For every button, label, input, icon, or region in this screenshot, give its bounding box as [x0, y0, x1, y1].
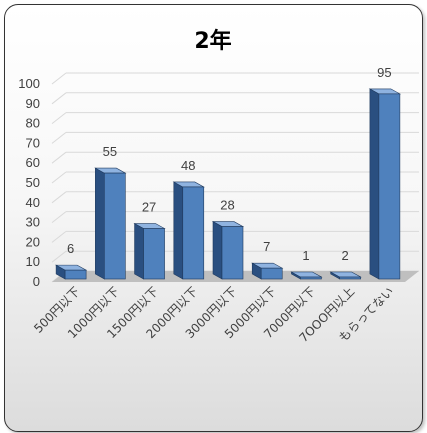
chart-frame: [4, 4, 423, 432]
bar: [211, 221, 245, 280]
data-label: 2: [342, 248, 349, 263]
gridline-diagonal: [51, 250, 67, 263]
bar-side: [134, 223, 144, 280]
bar-side: [95, 167, 105, 280]
bar-front: [260, 267, 283, 280]
bar-side: [212, 221, 223, 280]
bar: [329, 271, 362, 280]
y-tick-label: 70: [26, 135, 40, 150]
y-tick-label: 0: [33, 274, 40, 289]
data-labels: 6 55 27 48 28 7 1 2 95: [67, 65, 392, 263]
bar: [94, 167, 127, 280]
data-label: 95: [377, 65, 391, 80]
bar-front: [143, 228, 165, 280]
y-axis-ticks: 0 10 20 30 40 50 60 70 80 90 100: [18, 76, 40, 289]
data-label: 1: [302, 248, 309, 263]
bar: [133, 223, 166, 280]
data-label: 6: [67, 241, 74, 256]
y-tick-label: 50: [26, 175, 40, 190]
category-labels: 500円以下1000円以下1500円以下2000円以下3000円以下5000円以…: [31, 284, 396, 345]
gridline-diagonal: [51, 151, 67, 164]
bar-side: [369, 88, 380, 280]
y-tick-label: 30: [26, 215, 40, 230]
data-label: 55: [103, 144, 117, 159]
bar: [54, 264, 88, 280]
y-tick-label: 80: [26, 116, 40, 131]
gridline-diagonal: [51, 92, 67, 105]
gridline-diagonal: [51, 132, 67, 144]
bar-front: [221, 226, 244, 280]
data-label: 48: [181, 158, 195, 173]
gridline-diagonal: [51, 191, 67, 204]
y-tick-label: 60: [26, 155, 40, 170]
y-tick-label: 40: [26, 195, 40, 210]
bar: [368, 88, 402, 280]
bar-front: [104, 172, 126, 280]
bar-front: [182, 186, 205, 280]
y-tick-label: 90: [26, 96, 40, 111]
bar: [251, 262, 284, 280]
bar: [290, 271, 323, 280]
y-tick-label: 20: [26, 234, 40, 249]
bar: [172, 181, 205, 280]
gridline-diagonal: [51, 171, 67, 184]
y-tick-label: 10: [26, 254, 40, 269]
gridline-diagonal: [51, 231, 67, 243]
bar-side: [173, 181, 184, 280]
gridline-diagonal: [51, 112, 67, 124]
bar-front: [64, 269, 87, 280]
bars: [54, 88, 402, 280]
bar-front: [300, 276, 322, 280]
gridline-diagonal: [51, 72, 67, 85]
y-tick-label: 100: [18, 76, 40, 91]
bar-front: [378, 93, 401, 280]
gridline-diagonal: [51, 211, 67, 223]
data-label: 7: [263, 239, 270, 254]
data-label: 28: [220, 198, 234, 213]
bar-front: [339, 276, 361, 280]
chart-title: 2年: [194, 28, 231, 54]
data-label: 27: [142, 200, 156, 215]
